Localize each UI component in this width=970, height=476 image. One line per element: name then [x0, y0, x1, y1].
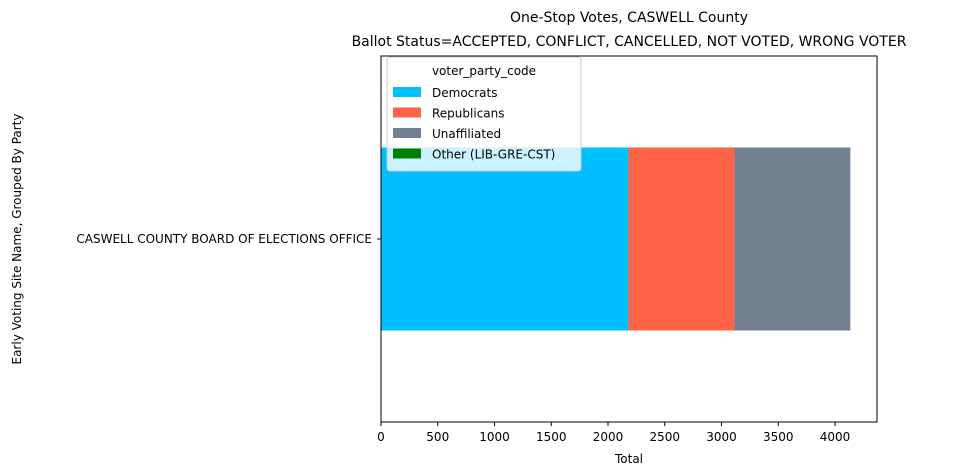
x-tick-label: 2500 [649, 430, 680, 444]
x-tick-label: 0 [377, 430, 385, 444]
legend-box [386, 56, 582, 172]
chart-subtitle: Ballot Status=ACCEPTED, CONFLICT, CANCEL… [352, 34, 907, 50]
x-axis-label: Total [614, 452, 643, 466]
y-tick-label: CASWELL COUNTY BOARD OF ELECTIONS OFFICE [76, 232, 372, 246]
x-tick-label: 1500 [536, 430, 567, 444]
legend-label: Democrats [432, 86, 498, 100]
x-tick-label: 3000 [706, 430, 737, 444]
bar-republicans [628, 147, 735, 331]
x-axis: 0 500 1000 1500 2000 2500 3000 3500 4000 [377, 422, 850, 444]
bar-democrats [381, 147, 629, 331]
y-axis: CASWELL COUNTY BOARD OF ELECTIONS OFFICE [76, 232, 381, 246]
x-tick-label: 1000 [479, 430, 510, 444]
bar-unaffiliated [734, 147, 851, 331]
legend-swatch [393, 128, 421, 138]
y-axis-label: Early Voting Site Name, Grouped By Party [10, 114, 24, 365]
x-tick-label: 4000 [820, 430, 851, 444]
x-tick-label: 2000 [593, 430, 624, 444]
legend: voter_party_code Democrats Republicans Una… [386, 56, 582, 172]
legend-label: Unaffiliated [432, 127, 501, 141]
legend-swatch [393, 87, 421, 97]
x-tick-label: 3500 [763, 430, 794, 444]
bars-layer [381, 147, 851, 331]
chart-title: One-Stop Votes, CASWELL County [510, 10, 748, 26]
x-tick-label: 500 [426, 430, 449, 444]
legend-label: Other (LIB-GRE-CST) [432, 148, 555, 162]
legend-swatch [393, 107, 421, 118]
legend-title: voter_party_code [432, 64, 536, 78]
legend-items: Democrats Republicans Unaffiliated Other (L… [393, 86, 555, 162]
legend-swatch [393, 148, 421, 159]
legend-label: Republicans [432, 107, 505, 121]
